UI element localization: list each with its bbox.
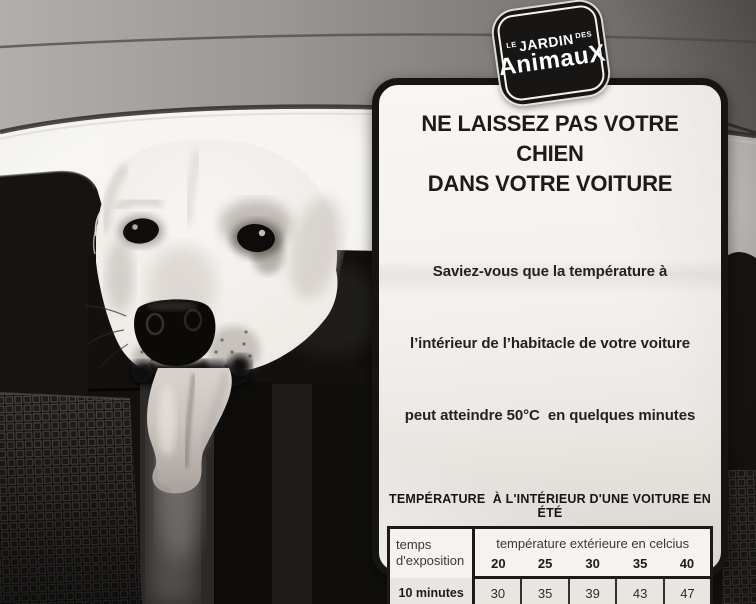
table-title: TEMPÉRATURE À L'INTÉRIEUR D'UNE VOITURE … [389, 492, 715, 520]
column-header: 30 [568, 551, 617, 579]
brand-logo-prefix: LE [505, 39, 518, 51]
table-cell: 47 [662, 577, 712, 604]
row-header: temps d'exposition [388, 527, 476, 578]
panel-title-line2: DANS VOTRE VOITURE [427, 171, 673, 196]
temperature-table: temps d'exposition température extérieur… [387, 526, 713, 604]
panel-title-line1: NE LAISSEZ PAS VOTRE CHIEN [421, 111, 679, 166]
panel-title: NE LAISSEZ PAS VOTRE CHIEN DANS VOTRE VO… [387, 109, 713, 199]
panel-subtitle: Saviez-vous que la température à l’intér… [387, 212, 713, 476]
panel-subtitle-line1: Saviez-vous que la température à [432, 263, 668, 280]
panel-subtitle-line3: peut atteindre 50°C en quelques minutes [404, 407, 696, 424]
row-header-line2: d'exposition [396, 553, 465, 569]
brand-logo-name: AnimauX [496, 39, 608, 82]
column-group-header: température extérieure en celcius [496, 536, 690, 551]
brand-logo-line1: LEJARDINDES [495, 26, 604, 57]
row-header-line1: temps [396, 537, 432, 553]
brand-logo-suffix: DES [574, 29, 593, 41]
info-panel: NE LAISSEZ PAS VOTRE CHIEN DANS VOTRE VO… [372, 78, 728, 604]
table-cell: 39 [567, 577, 617, 604]
brand-logo: LEJARDINDES AnimauX [490, 0, 612, 108]
column-header: 40 [663, 551, 712, 579]
brand-logo-text: LEJARDINDES AnimauX [495, 26, 607, 81]
panel-subtitle-line2: l’intérieur de l’habitacle de votre voit… [410, 335, 690, 352]
table-cell: 43 [615, 577, 664, 604]
column-header: 35 [616, 551, 664, 579]
row-label: 10 minutes [388, 577, 476, 604]
table-row: 10 minutes 30 35 39 43 47 [388, 577, 712, 604]
table-cell: 30 [472, 577, 522, 604]
table-cell: 35 [520, 577, 569, 604]
column-header: 20 [473, 551, 522, 579]
column-header: 25 [521, 551, 569, 579]
brand-logo-main: JARDIN [517, 30, 575, 55]
